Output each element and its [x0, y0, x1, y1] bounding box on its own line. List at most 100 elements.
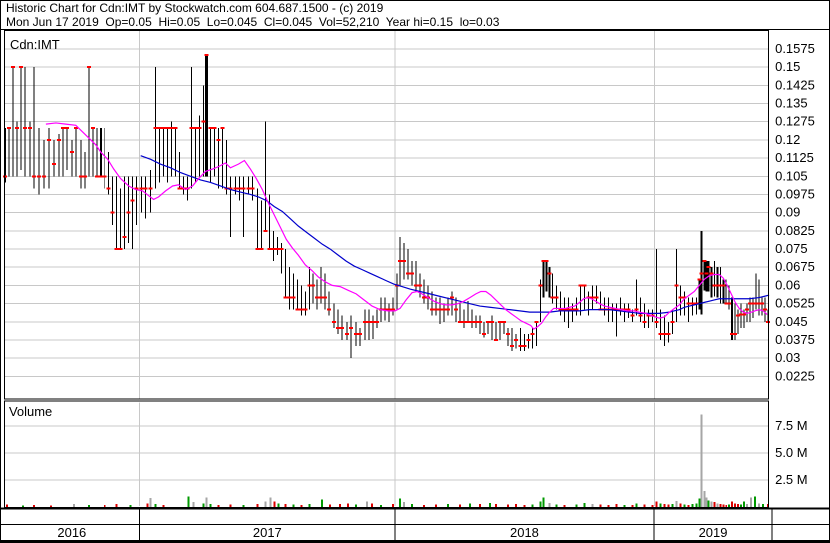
price-bar	[183, 176, 185, 195]
close-tick	[630, 314, 635, 317]
volume-bar	[523, 504, 526, 508]
volume-bar	[716, 503, 719, 508]
close-tick	[642, 320, 647, 323]
close-tick	[634, 308, 639, 311]
close-tick	[102, 175, 107, 178]
price-pane-border	[3, 30, 770, 400]
close-tick	[90, 126, 95, 129]
close-tick	[204, 54, 209, 57]
price-bar	[167, 127, 169, 183]
year-label: 2018	[510, 525, 539, 540]
close-tick	[69, 151, 74, 154]
price-bar	[308, 267, 310, 310]
price-bar	[667, 321, 669, 343]
price-bar	[24, 67, 26, 177]
volume-bar	[583, 502, 586, 508]
close-tick	[724, 302, 729, 305]
close-tick	[299, 308, 304, 311]
volume-bar	[659, 503, 662, 508]
volume-bar	[687, 504, 690, 508]
volume-bar	[446, 503, 449, 508]
volume-bar	[292, 504, 295, 508]
price-bar	[43, 139, 45, 189]
close-tick	[694, 302, 699, 305]
close-tick	[383, 308, 388, 311]
volume-bar	[734, 503, 737, 508]
price-bar	[620, 297, 622, 316]
volume-bar	[329, 504, 332, 508]
close-tick	[686, 302, 691, 305]
close-tick	[658, 332, 663, 335]
symbol-label: Cdn:IMT	[10, 37, 60, 52]
volume-bar	[575, 504, 578, 508]
volume-bar	[728, 504, 731, 508]
close-tick	[574, 308, 579, 311]
price-axis-label: 0.09	[775, 205, 800, 220]
price-bar	[499, 321, 501, 340]
volume-bar	[277, 503, 280, 508]
price-bar	[698, 279, 701, 310]
price-bar	[324, 273, 326, 310]
price-bar	[264, 121, 266, 231]
price-bar	[683, 291, 685, 316]
volume-bar	[691, 503, 694, 508]
close-tick	[134, 187, 139, 190]
close-tick	[94, 175, 99, 178]
volume-bar	[115, 503, 118, 508]
price-bar	[150, 170, 152, 213]
price-bar	[703, 261, 706, 291]
price-bar	[163, 127, 165, 177]
chart-title: Historic Chart for Cdn:IMT by Stockwatch…	[6, 1, 384, 15]
volume-bar	[758, 503, 761, 508]
close-tick	[509, 345, 514, 348]
price-bar	[725, 279, 727, 304]
price-bar	[376, 309, 378, 328]
volume-bar	[411, 503, 414, 508]
price-bar	[731, 297, 734, 340]
price-axis-label: 0.0375	[775, 332, 815, 347]
price-bar	[507, 327, 509, 347]
close-tick	[674, 284, 679, 287]
volume-bar	[754, 496, 757, 508]
price-bar	[542, 261, 545, 298]
price-bar	[242, 176, 244, 237]
price-bar	[459, 303, 461, 322]
close-tick	[570, 308, 575, 311]
price-bar	[320, 267, 322, 304]
volume-bar	[149, 497, 152, 508]
price-bar	[337, 309, 339, 334]
price-bar	[663, 315, 665, 347]
close-tick	[646, 314, 651, 317]
price-bar	[407, 249, 409, 280]
price-bar	[487, 321, 489, 334]
volume-bar	[731, 501, 734, 508]
close-tick	[748, 302, 753, 305]
price-bar	[560, 291, 562, 316]
close-tick	[721, 284, 726, 287]
close-tick	[709, 272, 714, 275]
price-axis-label: 0.075	[775, 241, 807, 256]
volume-bar	[468, 503, 471, 508]
close-tick	[562, 308, 567, 311]
close-tick	[682, 296, 687, 299]
volume-bar	[710, 501, 713, 508]
price-bar	[572, 303, 574, 322]
close-tick	[165, 126, 170, 129]
close-tick	[481, 332, 486, 335]
close-tick	[485, 320, 490, 323]
volume-bar	[675, 501, 678, 508]
volume-bar	[339, 503, 342, 508]
volume-axis-label: 7.5 M	[775, 418, 807, 433]
close-tick	[414, 284, 418, 287]
close-tick	[82, 175, 87, 178]
price-bar	[528, 333, 530, 349]
close-tick	[177, 187, 182, 190]
volume-axis-label: 5.0 M	[775, 445, 807, 460]
price-bar	[112, 176, 114, 225]
close-tick	[148, 187, 153, 190]
close-tick	[733, 332, 738, 335]
close-tick	[497, 320, 502, 323]
price-bar	[552, 273, 554, 304]
volume-bar	[209, 503, 212, 508]
year-label: 2017	[253, 525, 282, 540]
